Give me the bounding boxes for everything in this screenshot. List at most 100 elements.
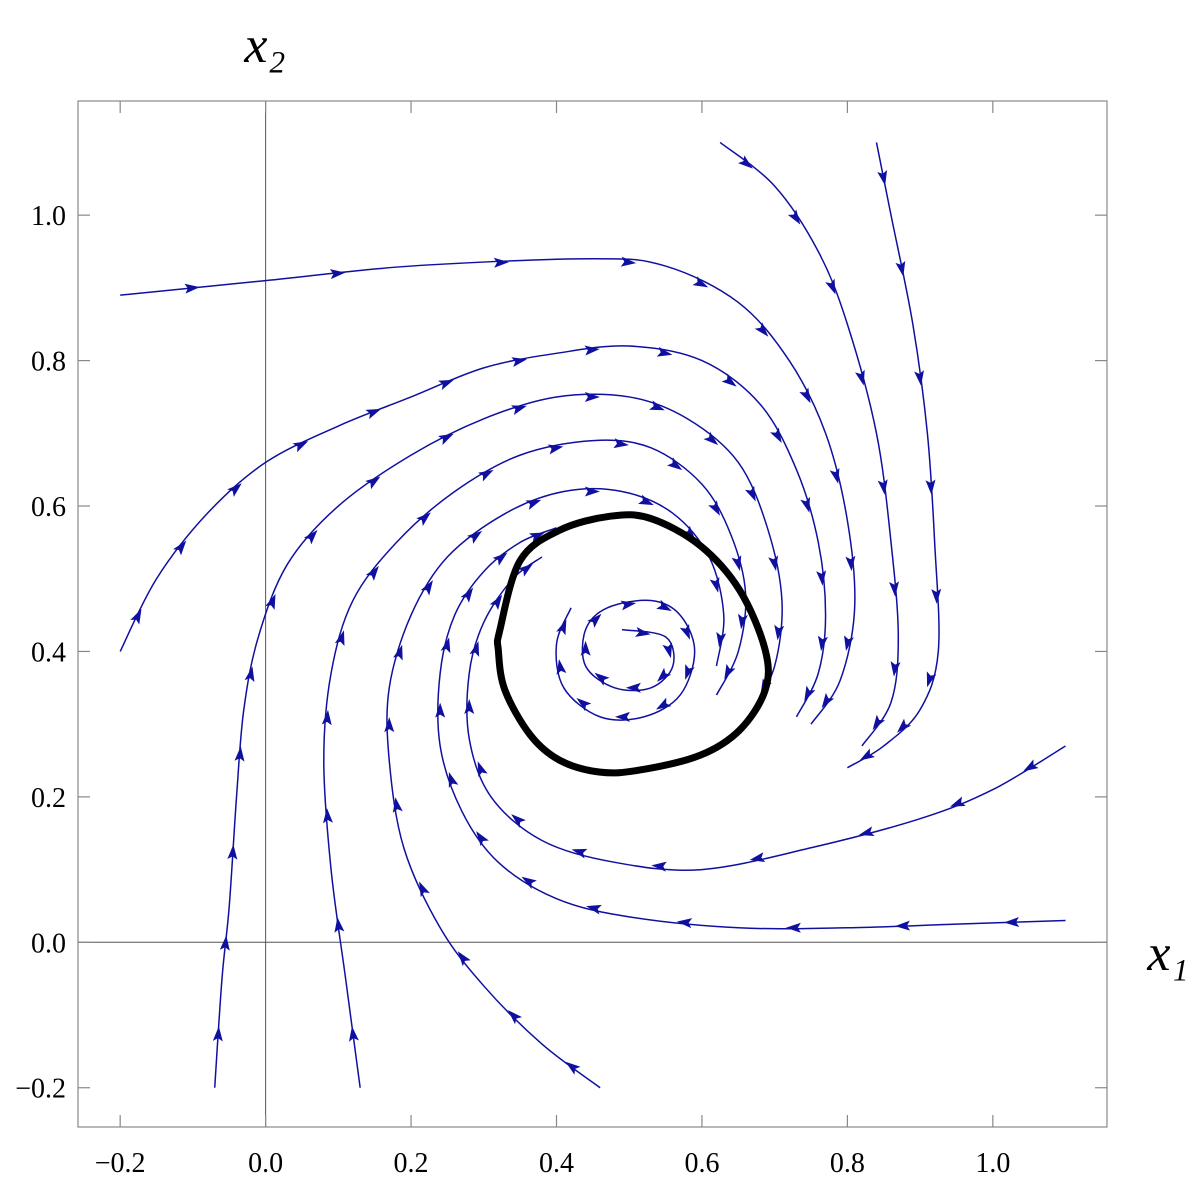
arrowhead <box>931 588 942 604</box>
arrowhead <box>521 876 537 889</box>
arrowhead <box>547 444 564 455</box>
arrowhead <box>638 494 654 506</box>
arrowhead <box>234 746 245 762</box>
y-tick-label: 1.0 <box>31 201 66 232</box>
arrowhead <box>477 761 488 778</box>
arrowhead <box>303 529 318 545</box>
y-tick-label: 0.8 <box>31 347 66 378</box>
y-tick-label: 0.4 <box>31 637 66 668</box>
arrowhead <box>173 540 187 556</box>
arrowhead <box>845 555 856 572</box>
arrowhead <box>804 685 816 702</box>
arrowhead <box>393 644 403 661</box>
arrowhead <box>859 748 875 761</box>
limit-cycle <box>493 511 772 777</box>
arrowhead <box>489 594 503 610</box>
arrowhead <box>679 623 691 640</box>
arrowhead <box>844 635 854 652</box>
x-tick-label: −0.2 <box>95 1148 146 1179</box>
arrowhead <box>365 565 379 581</box>
arrowhead <box>613 438 629 449</box>
arrowhead <box>584 345 600 356</box>
arrowhead <box>724 663 736 680</box>
arrowhead <box>477 469 494 482</box>
trajectory <box>386 487 725 1089</box>
arrowhead <box>511 405 527 415</box>
arrowhead <box>492 552 508 566</box>
arrowhead <box>460 587 474 603</box>
arrowhead <box>1023 759 1039 772</box>
arrowhead <box>625 682 641 693</box>
arrowhead <box>244 666 255 683</box>
arrowhead <box>656 599 672 611</box>
arrowhead <box>800 496 810 513</box>
arrowhead <box>365 408 382 420</box>
arrowhead <box>829 467 840 484</box>
arrowhead <box>799 387 811 404</box>
arrowhead <box>858 826 875 837</box>
trajectory <box>555 599 696 721</box>
arrowhead <box>721 373 737 387</box>
arrowhead <box>438 433 454 445</box>
x-axis-label: x₁ <box>1146 925 1188 982</box>
y-tick-label: 0.0 <box>31 928 66 959</box>
x-tick-label: 0.4 <box>539 1148 574 1179</box>
trajectory <box>323 439 747 1088</box>
arrowhead <box>685 664 695 680</box>
arrowhead <box>667 457 683 471</box>
arrowhead <box>817 635 828 652</box>
arrowhead <box>709 577 720 593</box>
arrowhead <box>738 155 753 169</box>
arrowhead <box>914 370 925 386</box>
arrowhead <box>656 667 672 682</box>
arrowhead <box>825 278 836 295</box>
arrowhead <box>925 479 936 495</box>
y-tick-label: −0.2 <box>15 1074 66 1105</box>
arrowhead <box>321 709 332 726</box>
arrowhead <box>556 659 567 675</box>
arrowhead <box>692 276 709 288</box>
arrowhead <box>816 570 827 586</box>
arrowhead <box>708 500 720 516</box>
arrowhead <box>703 431 719 446</box>
arrowhead <box>872 714 886 730</box>
x-tick-label: 0.6 <box>684 1148 719 1179</box>
arrowhead <box>949 796 966 807</box>
y-tick-label: 0.6 <box>31 492 66 523</box>
arrowhead <box>877 479 888 495</box>
arrowhead <box>448 772 459 788</box>
arrowhead <box>580 640 591 656</box>
arrowhead <box>507 1010 523 1025</box>
arrowhead <box>894 920 911 931</box>
arrowhead <box>212 1026 223 1042</box>
arrowhead <box>493 257 509 268</box>
arrowhead <box>348 1026 359 1042</box>
arrowhead <box>556 619 567 636</box>
arrowhead <box>787 209 801 225</box>
arrowhead <box>511 357 528 368</box>
arrowhead <box>219 935 230 951</box>
arrowhead <box>737 613 748 630</box>
trajectory <box>847 142 940 769</box>
arrowhead <box>329 269 346 280</box>
arrowhead <box>476 831 489 847</box>
y-tick-label: 0.2 <box>31 783 66 814</box>
arrowhead <box>754 322 769 337</box>
arrowhead <box>584 486 600 497</box>
arrowhead <box>649 400 665 411</box>
x-tick-label: 0.8 <box>830 1148 865 1179</box>
arrowhead <box>419 881 430 898</box>
arrowhead <box>926 671 937 688</box>
trajectory <box>119 345 827 718</box>
arrowhead <box>457 951 471 967</box>
arrowhead <box>889 581 900 597</box>
arrowhead <box>322 808 333 824</box>
arrowhead <box>896 718 912 733</box>
arrowhead <box>731 555 742 571</box>
arrowhead <box>656 346 673 357</box>
arrowhead <box>651 861 667 872</box>
arrowhead <box>518 563 534 577</box>
arrowhead <box>464 698 475 714</box>
arrowhead <box>184 283 200 294</box>
arrowhead <box>438 379 454 391</box>
